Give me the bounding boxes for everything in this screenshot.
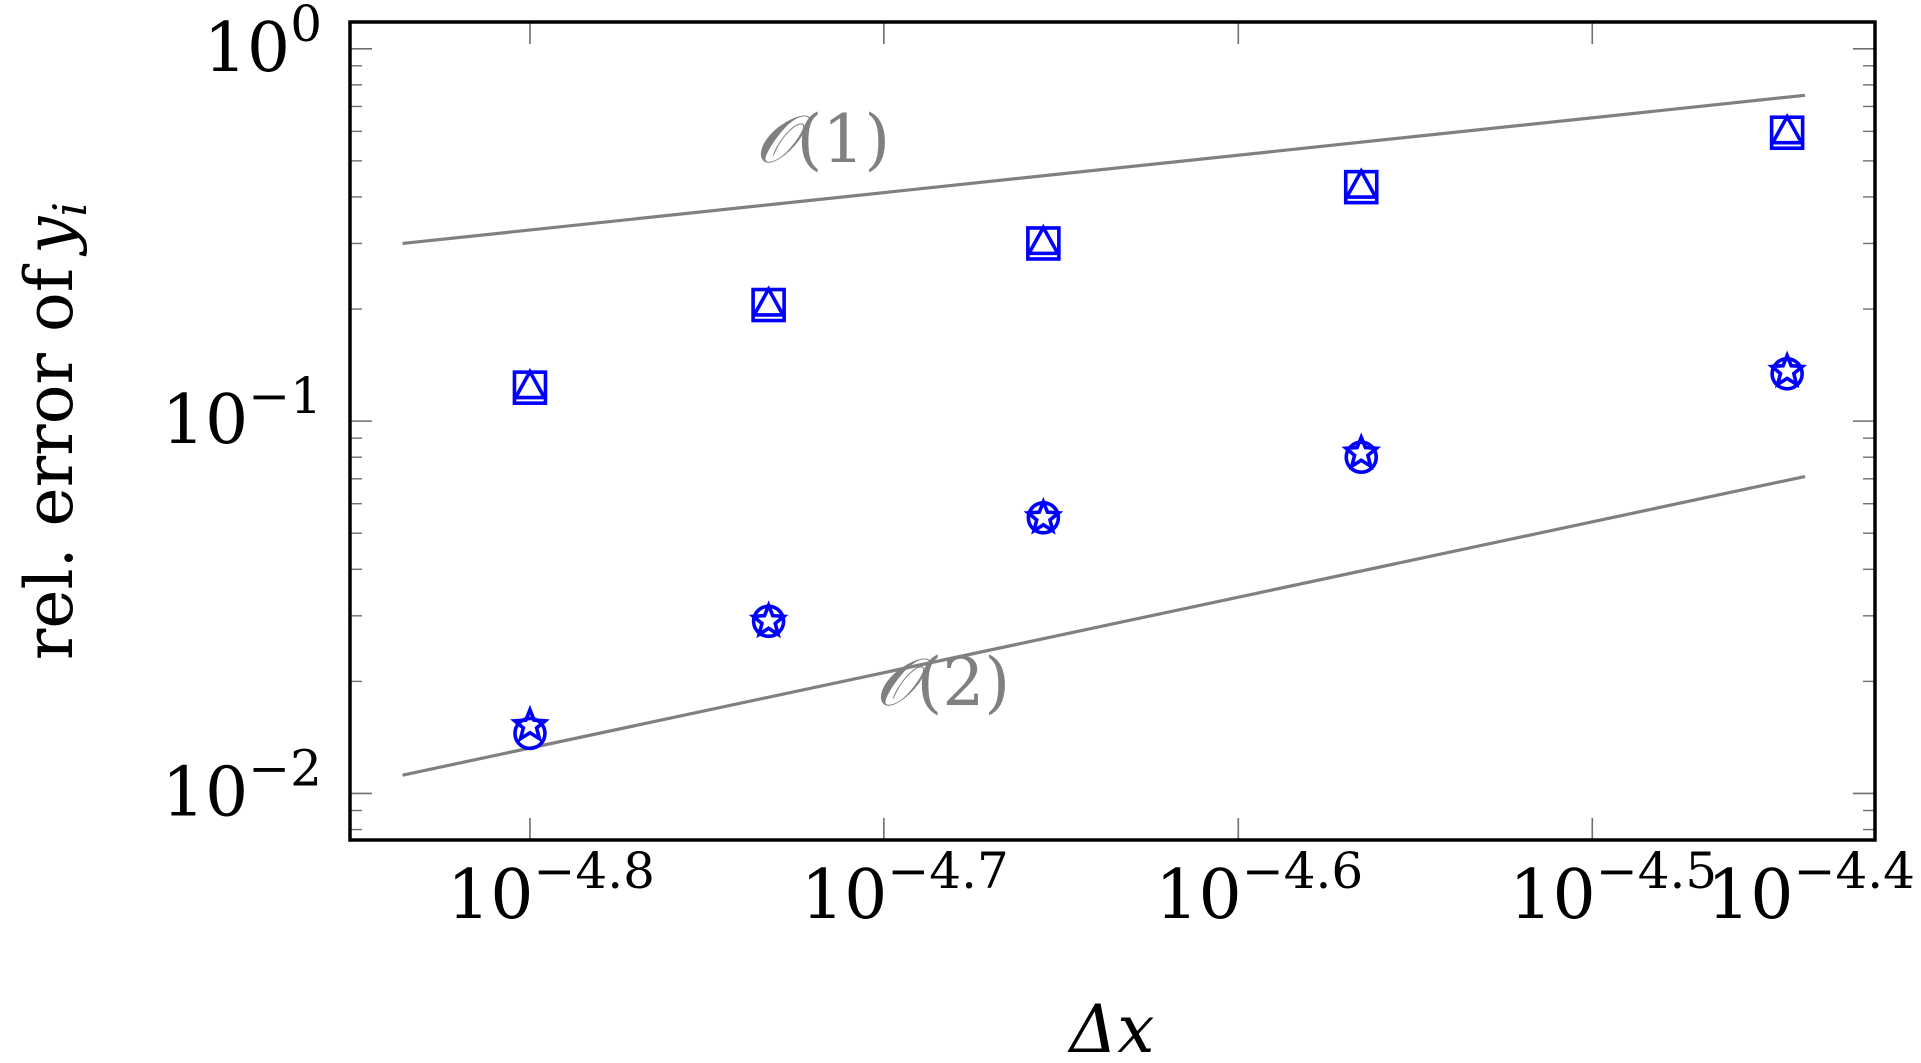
x-tick-label-0-base: 10 <box>447 856 534 935</box>
ref-label-order-1: 𝒪(1) <box>755 101 890 178</box>
x-tick-label-3-exp: −4.5 <box>1596 842 1717 900</box>
x-tick-label-1-base: 10 <box>801 856 888 935</box>
marker-star-4 <box>1767 350 1807 389</box>
marker-triangle-2 <box>1025 223 1061 256</box>
ticks-layer <box>350 22 1875 840</box>
marker-triangle-4 <box>1769 113 1805 145</box>
ref-label-order-1-arg: (1) <box>797 101 891 178</box>
y-tick-label-2-exp: 0 <box>290 0 322 53</box>
marker-triangle-1 <box>751 285 787 317</box>
marker-triangle-3 <box>1343 167 1379 199</box>
x-tick-label-2-exp: −4.6 <box>1242 842 1363 900</box>
x-tick-label-1-exp: −4.7 <box>887 842 1008 900</box>
marker-circle-0 <box>513 716 547 751</box>
y-tick-label-2-base: 10 <box>204 9 291 88</box>
marker-circle-3 <box>1344 440 1379 475</box>
reference-line-1 <box>402 93 1806 246</box>
x-tick-label-3-base: 10 <box>1509 856 1596 935</box>
y-tick-label-0-exp: −2 <box>248 739 322 797</box>
ref-label-order-2: 𝒪(2) <box>875 644 1010 721</box>
reference-lines <box>402 93 1806 777</box>
plot-frame <box>348 20 1877 842</box>
x-tick-label-4-exp: −4.4 <box>1794 842 1915 900</box>
y-tick-label-1: 10−1 <box>162 367 322 460</box>
marker-star-1 <box>748 600 789 639</box>
x-tick-label-2: 10−4.6 <box>1155 842 1363 935</box>
y-tick-label-0-base: 10 <box>162 753 249 832</box>
data-markers <box>510 113 1807 751</box>
x-tick-label-1: 10−4.7 <box>801 842 1009 935</box>
y-tick-label-2: 100 <box>204 0 322 88</box>
reference-line-2 <box>402 474 1806 777</box>
marker-star-2 <box>1023 496 1064 535</box>
ref-label-order-2-arg: (2) <box>917 644 1011 721</box>
x-tick-label-0-exp: −4.8 <box>533 842 654 900</box>
y-tick-label-1-exp: −1 <box>248 367 322 425</box>
x-tick-label-4: 10−4.4 <box>1707 842 1915 935</box>
y-axis-title-var: y <box>11 216 88 257</box>
y-axis-title: rel. error of yi <box>11 202 97 660</box>
y-tick-label-0: 10−2 <box>162 739 322 832</box>
x-tick-label-3: 10−4.5 <box>1509 842 1717 935</box>
x-tick-label-4-base: 10 <box>1707 856 1794 935</box>
x-axis-title: Δx <box>1067 991 1155 1063</box>
marker-star-0 <box>510 704 550 743</box>
y-tick-label-1-base: 10 <box>162 381 249 460</box>
marker-triangle-0 <box>512 367 548 400</box>
marker-star-3 <box>1341 432 1382 471</box>
y-axis-title-sub: i <box>43 202 97 217</box>
x-tick-label-0: 10−4.8 <box>447 842 655 935</box>
x-tick-label-2-base: 10 <box>1155 856 1242 935</box>
y-axis-title-text: rel. error of <box>11 263 88 660</box>
